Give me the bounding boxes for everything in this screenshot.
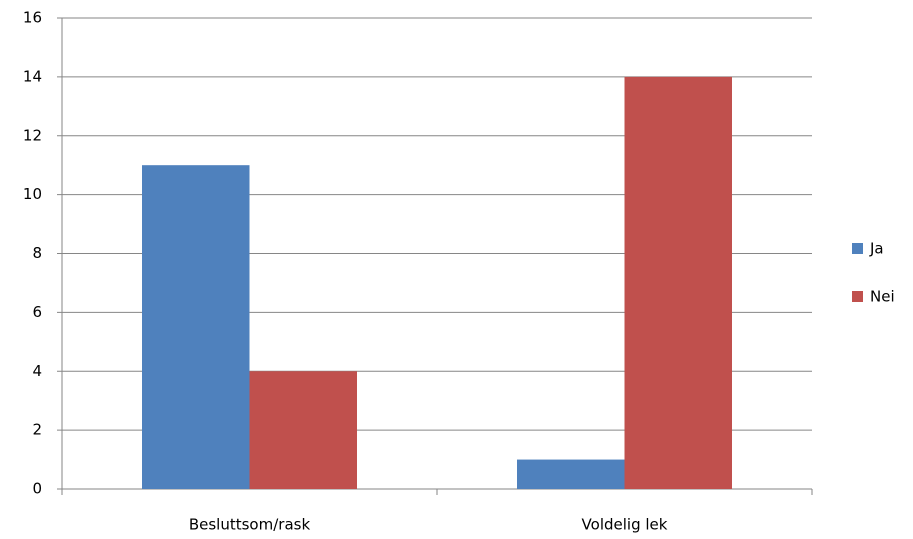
- y-tick-label: 4: [32, 362, 42, 380]
- y-tick-label: 16: [23, 9, 42, 27]
- bar: [624, 76, 732, 489]
- y-tick-label: 14: [23, 67, 42, 85]
- legend-label: Ja: [869, 240, 884, 258]
- y-tick-label: 12: [23, 126, 42, 144]
- legend-swatch: [852, 243, 863, 254]
- legend-swatch: [852, 291, 863, 302]
- y-tick-label: 0: [32, 480, 42, 498]
- x-tick-label: Voldelig lek: [582, 516, 668, 534]
- x-tick-label: Beslutt­som/rask: [189, 516, 311, 534]
- y-tick-label: 6: [32, 303, 42, 321]
- y-tick-label: 8: [32, 244, 42, 262]
- y-tick-label: 10: [23, 185, 42, 203]
- bar: [517, 459, 625, 489]
- bar: [249, 371, 357, 489]
- y-tick-label: 2: [32, 421, 42, 439]
- legend-label: Nei: [870, 288, 895, 306]
- bar: [142, 165, 250, 489]
